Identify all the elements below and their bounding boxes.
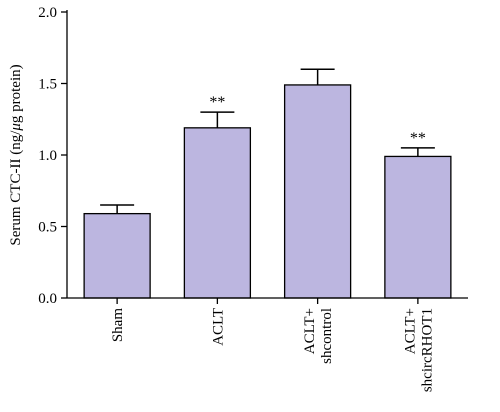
bars-group — [83, 84, 452, 299]
bar — [283, 84, 352, 299]
x-tick-label: ACLT — [210, 308, 226, 346]
x-tick-label: Sham — [110, 308, 126, 343]
bar — [384, 155, 452, 299]
y-tick-label: 1.0 — [38, 148, 57, 164]
y-tick-label: 0.0 — [38, 291, 57, 307]
y-tick-label: 0.5 — [38, 220, 57, 236]
x-tick-label: ACLT+ — [302, 308, 318, 354]
annotations-group: ** ** — [209, 94, 426, 147]
error-bars-group — [100, 68, 435, 214]
bar — [183, 127, 252, 299]
x-tick-label: shcircRHOT1 — [419, 308, 435, 392]
x-tick-label: ACLT+ — [402, 308, 418, 354]
y-axis: 0.0 0.5 1.0 1.5 2.0 — [38, 5, 68, 307]
significance-label: ** — [209, 94, 225, 111]
significance-label: ** — [410, 130, 426, 147]
y-axis-title: Serum CTC-II (ng/μg protein) — [8, 64, 24, 245]
x-axis: Sham ACLT ACLT+ shcontrol ACLT+ shcircRHOT1 — [67, 297, 468, 392]
y-tick-label: 1.5 — [38, 77, 57, 93]
y-tick-label: 2.0 — [38, 5, 57, 21]
bar — [83, 212, 151, 299]
x-tick-label: shcontrol — [319, 308, 335, 364]
